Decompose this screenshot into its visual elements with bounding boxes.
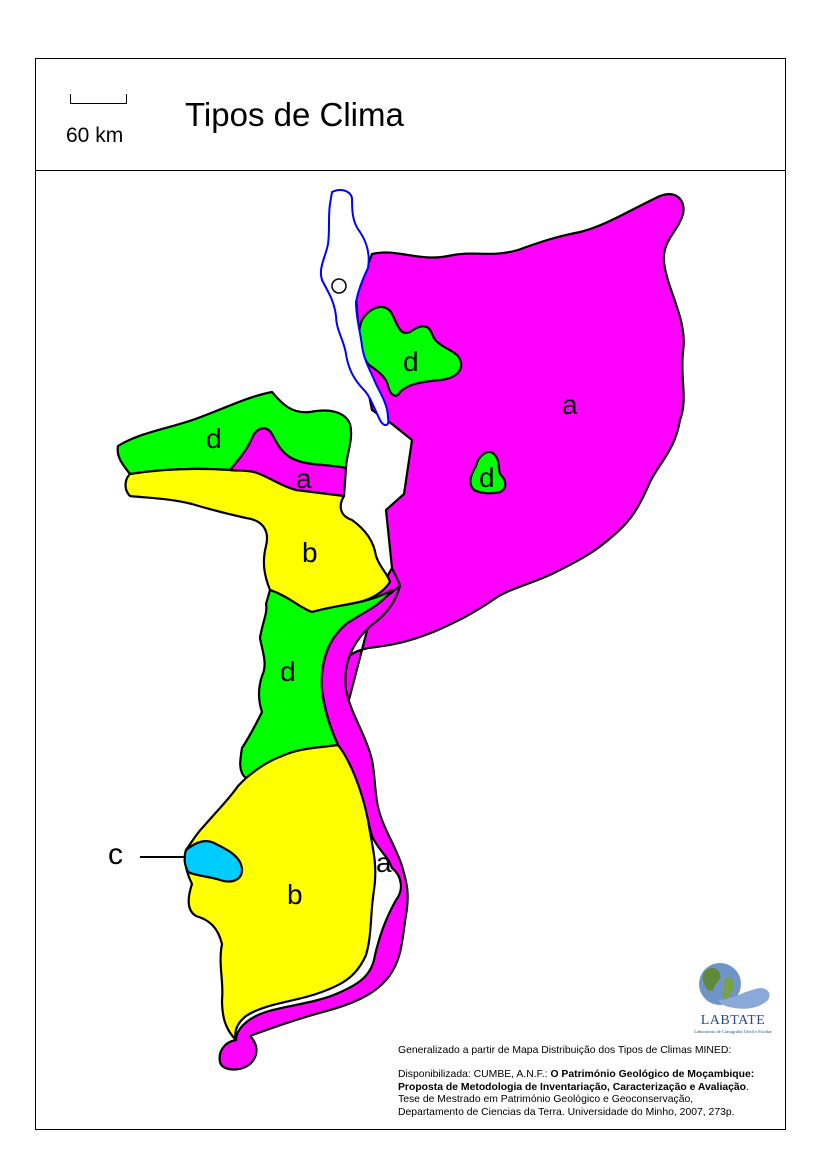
zone-b-tete-label: b — [302, 537, 318, 568]
zone-d-center — [469, 450, 507, 495]
credits-line-3: Proposta de Metodologia de Inventariação… — [398, 1082, 788, 1094]
credits-source-prefix: Disponibilizada: CUMBE, A.N.F.: — [398, 1069, 551, 1081]
credits-work-subtitle: Proposta de Metodologia de Inventariação… — [398, 1081, 747, 1093]
credits-line-5: Departamento de Ciencias da Terra. Unive… — [398, 1106, 735, 1118]
credits-line-1: Generalizado a partir de Mapa Distribuiç… — [398, 1045, 732, 1056]
credits-block: Generalizado a partir de Mapa Distribuiç… — [398, 1045, 788, 1119]
zone-d-tete-label: d — [206, 423, 222, 454]
map-title: Tipos de Clima — [185, 96, 404, 133]
credits-period: . — [746, 1081, 749, 1093]
zone-d-center-label: d — [479, 462, 495, 493]
lake-niassa — [319, 189, 390, 426]
credits-work-title: O Património Geológico de Moçambique: — [550, 1069, 755, 1081]
scale-bar — [70, 94, 127, 104]
zone-b-south-label: b — [287, 879, 303, 910]
zone-d-north-label: d — [403, 346, 419, 377]
scale-label: 60 km — [66, 124, 124, 147]
map-frame — [35, 58, 786, 1130]
zone-a-coast-label: a — [376, 847, 392, 878]
credits-line-4: Tese de Mestrado em Património Geológico… — [398, 1094, 694, 1106]
zone-a-north — [329, 193, 685, 744]
logo-tagline: Laboratório de Cartografia Táctil e Esco… — [694, 1029, 772, 1034]
zone-d-north — [358, 305, 463, 397]
lake-island-marker — [331, 278, 347, 294]
zone-c — [183, 840, 244, 883]
logo-name: LABTATE — [700, 1013, 766, 1028]
zone-d-tete — [116, 390, 353, 476]
zone-c-callout-label: c — [108, 838, 123, 871]
credits-line-2: Disponibilizada: CUMBE, A.N.F.: O Patrim… — [398, 1069, 788, 1081]
header-divider — [35, 170, 786, 171]
zone-b-tete — [124, 467, 392, 614]
globe-hand-icon — [699, 963, 770, 1009]
zone-a-tete-label: a — [296, 463, 312, 494]
zone-a-north-label: a — [562, 389, 578, 420]
zone-d-central-label: d — [280, 656, 296, 687]
